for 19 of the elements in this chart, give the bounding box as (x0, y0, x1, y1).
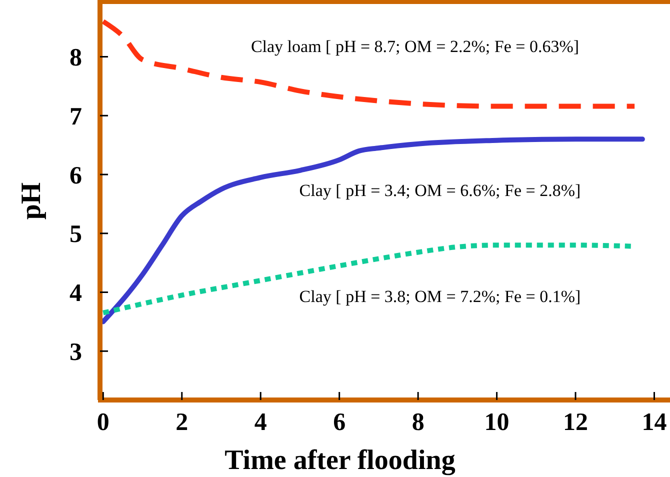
x-tick-label: 0 (96, 409, 110, 436)
x-axis-title: Time after flooding (224, 445, 456, 476)
x-tick-label: 2 (176, 409, 188, 436)
y-tick-label: 6 (70, 162, 82, 190)
x-tick-label: 4 (254, 409, 268, 436)
y-tick-label: 5 (70, 221, 82, 248)
x-tick-label: 6 (333, 409, 346, 436)
series-label: Clay [ pH = 3.4; OM = 6.6%; Fe = 2.8%] (299, 181, 581, 200)
y-tick-label: 3 (70, 338, 82, 366)
y-axis-title: pH (16, 182, 47, 220)
x-tick-label: 10 (484, 409, 510, 436)
y-tick-label: 7 (70, 103, 82, 130)
series-label: Clay loam [ pH = 8.7; OM = 2.2%; Fe = 0.63%] (250, 37, 580, 56)
y-tick-label: 8 (70, 44, 82, 72)
x-tick-label: 14 (642, 409, 668, 436)
series-label: Clay [ pH = 3.8; OM = 7.2%; Fe = 0.1%] (299, 287, 581, 306)
y-tick-label: 4 (70, 280, 82, 308)
x-tick-label: 8 (412, 409, 424, 436)
x-tick-label: 12 (563, 409, 588, 436)
